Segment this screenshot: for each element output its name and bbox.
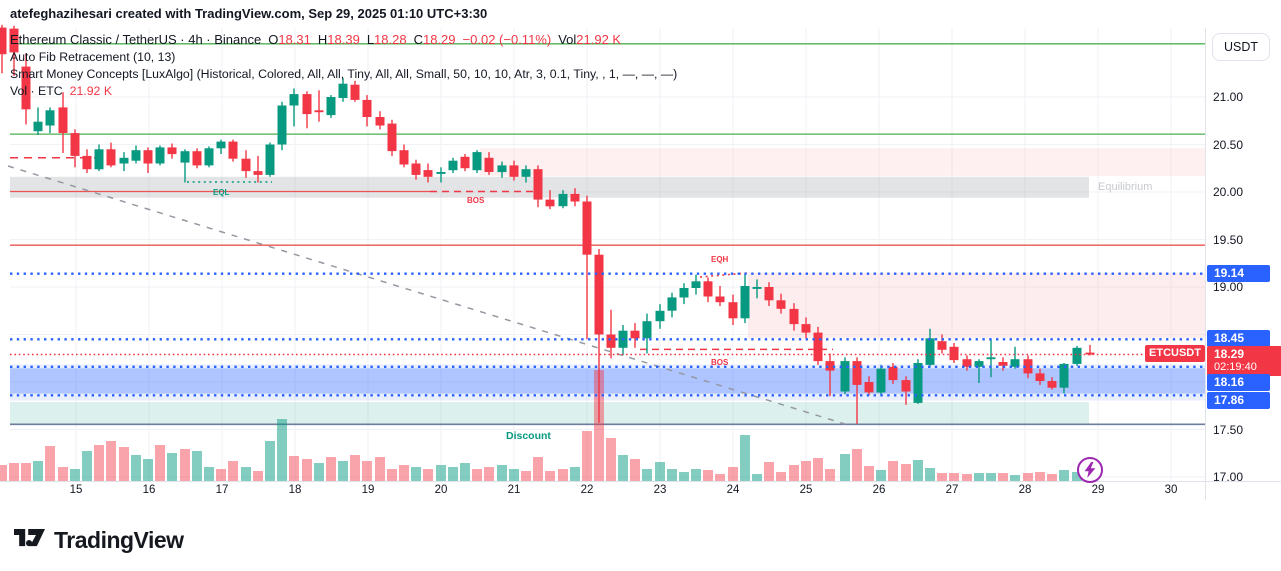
time-axis-label: 27 (945, 484, 959, 496)
time-axis-label: 19 (361, 484, 375, 496)
lightning-icon (1084, 462, 1096, 478)
time-axis-label: 24 (726, 484, 740, 496)
volume-value: 21.92 K (576, 32, 622, 47)
premium-zone (480, 148, 1205, 176)
legend: Ethereum Classic / TetherUS · 4h · Binan… (10, 31, 677, 100)
price-axis-label: 19.00 (1213, 280, 1244, 294)
chart-canvas[interactable] (0, 0, 1281, 505)
time-axis-label: 17 (215, 484, 229, 496)
tradingview-brand-text: TradingView (54, 527, 184, 553)
time-axis-label: 30 (1164, 484, 1178, 496)
currency-usdt-button[interactable]: USDT (1212, 33, 1270, 61)
label-equilibrium: Equilibrium (1098, 181, 1153, 193)
top-watermark: atefeghazihesari created with TradingVie… (10, 6, 488, 21)
time-axis-label: 26 (872, 484, 886, 496)
high-label: H (317, 32, 328, 47)
price-line-symbol-label: ETCUSDT (1145, 345, 1205, 362)
change-value: −0.02 (−0.11%) (462, 32, 552, 47)
tradingview-logo-icon (14, 528, 45, 546)
fib-trendline (7, 165, 846, 425)
time-axis-label: 20 (434, 484, 448, 496)
price-axis-label: 20.50 (1213, 137, 1244, 152)
low-value: 18.28 (374, 32, 407, 47)
price-axis-label: 17.00 (1213, 470, 1244, 484)
time-axis-label: 22 (580, 484, 594, 496)
time-axis-label: 25 (799, 484, 813, 496)
vol-indicator-label: Vol · ETC (10, 84, 63, 98)
label-bos-2: BOS (711, 358, 729, 367)
discount-zone (10, 402, 1089, 424)
level-badge-1845: 18.45 (1207, 329, 1270, 347)
low-label: L (366, 32, 375, 47)
demand-zone-inner (10, 368, 1205, 394)
price-axis-label: 19.50 (1213, 232, 1244, 247)
volume-label: Vol (558, 32, 577, 47)
price-axis-label: 20.00 (1213, 185, 1244, 199)
price-axis-label: 21.00 (1213, 90, 1244, 104)
brand-watermark: TradingView (14, 527, 184, 554)
indicator-fib-row[interactable]: Auto Fib Retracement (10, 13) (10, 50, 176, 64)
level-badge-1816: 18.16 (1207, 373, 1270, 391)
close-value: 18.29 (422, 32, 456, 47)
equilibrium-zone (10, 176, 1089, 198)
supply-zone (748, 272, 1205, 339)
time-axis-label: 23 (653, 484, 667, 496)
indicator-smc-row[interactable]: Smart Money Concepts [LuxAlgo] (Historic… (10, 67, 678, 81)
time-axis-label: 16 (142, 484, 156, 496)
symbol-title: Ethereum Classic / TetherUS · 4h · Binan… (10, 32, 262, 47)
indicator-volume-row[interactable]: Vol · ETC 21.92 K (10, 83, 677, 100)
label-eql: EQL (213, 188, 230, 197)
label-eqh: EQH (711, 255, 729, 264)
bar-countdown: 02:19:40 (1214, 361, 1257, 373)
time-axis-label: 28 (1018, 484, 1032, 496)
high-value: 18.39 (327, 32, 360, 47)
price-axis-label: 17.50 (1213, 422, 1244, 437)
close-label: C (413, 32, 423, 47)
symbol-row[interactable]: Ethereum Classic / TetherUS · 4h · Binan… (10, 31, 677, 49)
last-price-badge: 18.29 02:19:40 (1207, 346, 1281, 376)
instant-trading-button[interactable] (1077, 457, 1103, 483)
open-value: 18.31 (278, 32, 311, 47)
time-axis-label: 21 (507, 484, 521, 496)
vol-indicator-value: 21.92 K (69, 84, 113, 98)
time-axis-label: 18 (288, 484, 302, 496)
open-label: O (268, 32, 279, 47)
time-axis-label: 29 (1091, 484, 1105, 496)
level-badge-1914: 19.14 (1207, 264, 1270, 282)
label-discount: Discount (506, 430, 551, 442)
time-axis-label: 15 (69, 484, 83, 496)
label-bos-1: BOS (467, 196, 485, 205)
level-badge-1786: 17.86 (1207, 391, 1270, 409)
